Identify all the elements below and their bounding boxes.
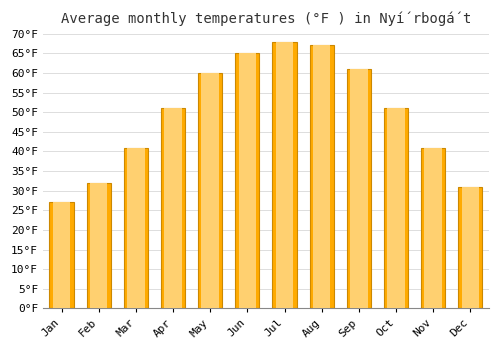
- Bar: [50, 203, 74, 308]
- Bar: [124, 148, 148, 308]
- Bar: [424, 148, 442, 308]
- Bar: [202, 73, 219, 308]
- Bar: [53, 203, 70, 308]
- Bar: [90, 183, 108, 308]
- Bar: [238, 53, 256, 308]
- Bar: [198, 73, 222, 308]
- Bar: [347, 69, 371, 308]
- Bar: [388, 108, 404, 308]
- Bar: [161, 108, 185, 308]
- Bar: [313, 46, 330, 308]
- Bar: [384, 108, 408, 308]
- Bar: [276, 42, 293, 308]
- Bar: [458, 187, 482, 308]
- Bar: [272, 42, 296, 308]
- Bar: [236, 53, 260, 308]
- Bar: [421, 148, 445, 308]
- Bar: [310, 46, 334, 308]
- Bar: [86, 183, 111, 308]
- Bar: [127, 148, 144, 308]
- Bar: [164, 108, 182, 308]
- Title: Average monthly temperatures (°F ) in Nyí́rbogá́t: Average monthly temperatures (°F ) in Ny…: [60, 11, 471, 26]
- Bar: [462, 187, 479, 308]
- Bar: [350, 69, 368, 308]
